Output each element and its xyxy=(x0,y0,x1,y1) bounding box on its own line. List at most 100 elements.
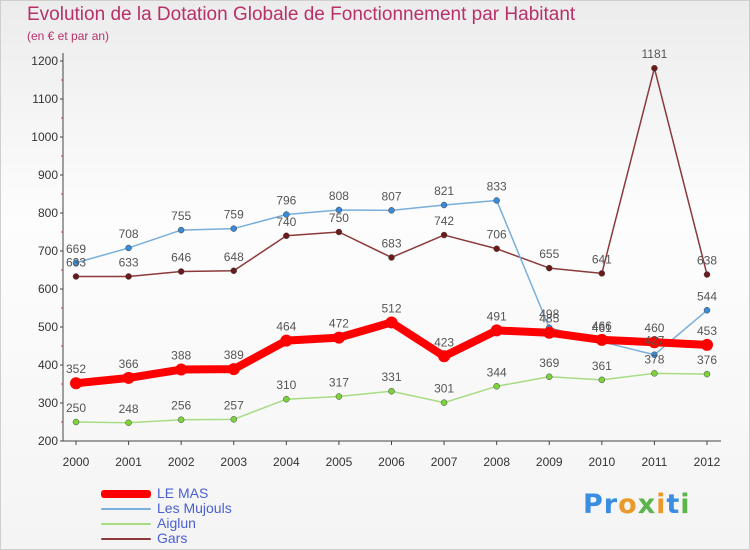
y-tick-label: 1100 xyxy=(32,92,58,106)
data-label: 544 xyxy=(697,289,717,303)
data-point xyxy=(595,333,608,346)
logo-letter: o xyxy=(618,489,638,520)
x-tick-label: 2012 xyxy=(694,455,721,469)
data-point xyxy=(177,226,185,234)
data-label: 423 xyxy=(434,335,454,349)
data-label: 759 xyxy=(224,208,244,222)
data-label: 344 xyxy=(487,365,507,379)
data-label: 1181 xyxy=(642,47,668,61)
data-label: 256 xyxy=(171,399,191,413)
x-tick-label: 2008 xyxy=(483,455,510,469)
data-point xyxy=(72,418,80,426)
legend-swatch-le-mas xyxy=(101,489,151,498)
data-point xyxy=(440,231,448,239)
legend-label: LE MAS xyxy=(157,485,209,501)
data-point xyxy=(546,264,553,272)
data-label: 669 xyxy=(66,242,86,256)
legend-label: Les Mujouls xyxy=(157,500,232,516)
data-point xyxy=(703,370,711,378)
logo-letter: P xyxy=(583,489,604,520)
series-layer xyxy=(70,64,713,427)
legend-swatch-gars xyxy=(101,537,151,540)
data-label: 512 xyxy=(381,301,401,315)
data-point xyxy=(335,206,343,214)
x-tick-label: 2011 xyxy=(642,455,668,469)
data-point xyxy=(283,211,290,218)
y-tick-label: 1000 xyxy=(31,130,58,144)
data-label: 750 xyxy=(329,211,349,225)
data-label: 460 xyxy=(644,321,664,335)
y-tick-label: 900 xyxy=(38,168,58,182)
y-tick-label: 1200 xyxy=(31,54,58,68)
axes: 200 300 400 500 600 700 800 900 1000 1100 1200 2000… xyxy=(31,53,721,469)
data-label: 485 xyxy=(539,312,559,326)
data-point xyxy=(703,271,711,278)
data-label: 633 xyxy=(119,255,139,269)
y-tick-label: 500 xyxy=(38,320,58,334)
data-point xyxy=(72,273,80,280)
data-point xyxy=(125,419,132,427)
data-label: 461 xyxy=(592,321,612,335)
data-label: 369 xyxy=(539,356,559,370)
data-point xyxy=(651,64,658,72)
data-label: 807 xyxy=(381,189,401,203)
data-point xyxy=(440,399,448,406)
data-point xyxy=(493,383,500,390)
data-label: 250 xyxy=(66,401,86,415)
y-tick-label: 300 xyxy=(38,396,58,410)
x-tick-label: 2003 xyxy=(220,455,247,469)
data-label: 646 xyxy=(171,251,191,265)
data-point xyxy=(332,331,345,344)
data-label: 655 xyxy=(539,247,559,261)
data-label: 740 xyxy=(276,215,296,229)
data-point xyxy=(230,416,237,423)
data-point xyxy=(598,376,606,384)
x-tick-label: 2005 xyxy=(326,455,353,469)
series-line-1 xyxy=(75,199,708,356)
data-label: 498 xyxy=(539,307,559,321)
x-tick-label: 2001 xyxy=(115,455,142,469)
x-tick-label: 2010 xyxy=(588,455,615,469)
y-tick-label: 200 xyxy=(38,434,58,448)
data-label: 378 xyxy=(644,352,664,366)
data-point xyxy=(388,254,395,261)
data-label: 833 xyxy=(487,179,507,193)
data-point xyxy=(177,416,185,423)
legend-swatch-les-mujouls xyxy=(101,507,151,510)
data-point xyxy=(388,207,395,214)
data-label: 491 xyxy=(487,309,507,323)
data-label: 388 xyxy=(171,349,191,363)
line-chart: 200 300 400 500 600 700 800 900 1000 1100 1200 2000… xyxy=(31,47,721,469)
data-point xyxy=(490,324,503,337)
data-point xyxy=(440,201,448,209)
data-label: 310 xyxy=(276,378,296,392)
data-label: 472 xyxy=(329,317,349,331)
data-point xyxy=(703,307,711,314)
data-point xyxy=(701,338,713,351)
data-point xyxy=(388,387,395,395)
data-point xyxy=(177,268,185,275)
data-point xyxy=(335,393,343,400)
data-labels: 250 248 256 257 310 317 331 301 344 369 361 378 376 6… xyxy=(66,47,717,416)
data-point xyxy=(335,228,343,236)
logo-letter: i xyxy=(656,489,667,520)
data-label: 638 xyxy=(697,254,717,268)
data-label: 301 xyxy=(434,382,454,396)
logo-letter: x xyxy=(637,489,657,520)
data-label: 361 xyxy=(592,359,612,373)
data-point xyxy=(283,395,290,403)
legend-label: Aiglun xyxy=(157,515,196,531)
x-tick-label: 2007 xyxy=(431,455,458,469)
legend-swatch-aiglun xyxy=(101,522,151,525)
data-label: 453 xyxy=(697,324,717,338)
data-point xyxy=(70,377,82,390)
data-label: 796 xyxy=(276,194,296,208)
data-point xyxy=(598,270,606,277)
y-tick-label: 400 xyxy=(38,358,58,372)
y-tick-label: 800 xyxy=(38,206,58,220)
logo-letter: i xyxy=(680,489,691,520)
data-label: 352 xyxy=(66,362,86,376)
data-label: 464 xyxy=(276,320,296,334)
data-point xyxy=(546,373,553,381)
data-label: 708 xyxy=(119,227,139,241)
